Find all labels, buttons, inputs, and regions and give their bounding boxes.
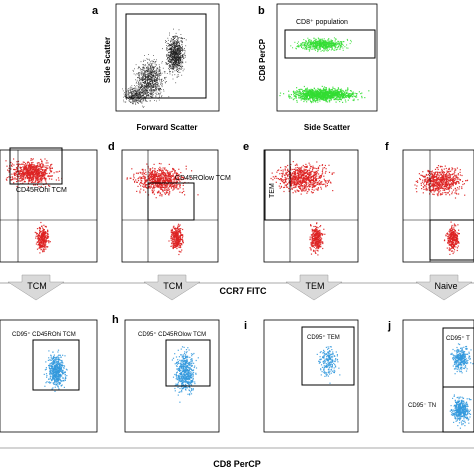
arrow-2 <box>143 274 201 301</box>
panel-i-gate <box>301 326 355 386</box>
panel-h-gate-label: CD95⁺ CD45ROlow TCM <box>138 331 206 338</box>
arrow-4 <box>415 274 473 301</box>
panel-f-gate <box>429 219 474 261</box>
panel-e-frame <box>263 149 359 263</box>
panel-f-scatter <box>414 165 469 255</box>
panel-e-scatter <box>270 161 335 256</box>
panel-e-gate <box>264 149 291 221</box>
panel-i-gate-label: CD95⁺ TEM <box>307 334 340 341</box>
panel-d-frame <box>121 149 219 263</box>
panel-g-gate <box>32 339 80 391</box>
panel-a-ylabel: Side Scatter <box>103 37 112 83</box>
panel-e-gate-label: TEM <box>269 183 276 198</box>
arrow-4-label: Naive <box>434 281 457 291</box>
panel-a-gate <box>125 13 207 99</box>
panel-h-letter: h <box>112 314 119 326</box>
ccr7-axis-label: CCR7 FITC <box>220 286 268 296</box>
panel-h-frame <box>124 319 220 433</box>
panel-a-plot-frame <box>115 3 220 112</box>
arrow-2-label: TCM <box>163 281 183 291</box>
arrow-1-label: TCM <box>27 281 47 291</box>
panel-g-gate-label: CD95⁺ CD45ROhi TCM <box>12 331 76 338</box>
panel-b-xlabel: Side Scatter <box>304 123 350 132</box>
row3-panels: CD95⁺ CD45ROhi TCM h CD95⁺ CD45ROlow TCM… <box>0 314 474 433</box>
panel-b-gate <box>284 29 376 59</box>
panel-d-scatter <box>126 162 199 256</box>
panel-j-scatter <box>449 343 474 429</box>
panel-j-letter: j <box>387 320 391 332</box>
panel-i-scatter <box>316 346 341 384</box>
panel-j-gate-lower <box>442 386 474 433</box>
panel-j-gate-label: CD95⁺ T <box>446 335 470 342</box>
panel-b-plot-frame <box>276 3 378 112</box>
panel-j-frame <box>402 319 474 433</box>
panel-j-gate-label-2: CD95⁻ TN <box>408 403 436 409</box>
panel-b-ylabel: CD8 PerCP <box>258 38 267 81</box>
cd8-percp-axis-label: CD8 PerCP <box>213 459 261 469</box>
panel-b-letter: b <box>258 5 265 17</box>
panel-b-gate-label: CD8⁺ population <box>296 19 348 26</box>
panel-d-letter: d <box>108 141 115 153</box>
panel-i-frame <box>263 319 359 433</box>
arrow-3-label: TEM <box>306 281 325 291</box>
panel-a-xlabel: Forward Scatter <box>137 123 198 132</box>
panel-g-scatter <box>43 349 68 392</box>
panel-f-letter: f <box>385 141 389 153</box>
panel-e-letter: e <box>243 141 249 153</box>
panel-c-frame <box>0 149 98 263</box>
panel-b-scatter <box>279 37 370 104</box>
panel-d-gate <box>147 182 195 221</box>
panel-f-frame <box>402 149 474 263</box>
panel-h-scatter <box>171 346 199 403</box>
arrow-strip: TCM TCM TEM Naive CCR7 FITC <box>0 274 474 301</box>
panel-g-frame <box>0 319 98 433</box>
panel-h-gate <box>165 339 211 387</box>
arrow-3 <box>285 274 343 301</box>
panel-c-gate <box>9 147 63 185</box>
panel-b: b CD8⁺ population Side Scatter CD8 PerCP <box>258 3 378 132</box>
row2-panels: CD45ROhi TCM d CD45ROlow TCM e TEM f <box>0 141 474 263</box>
panel-c-gate-label: CD45ROhi TCM <box>16 187 67 194</box>
panel-a: a Forward Scatter Side Scatter <box>92 3 220 132</box>
panel-a-scatter <box>122 28 187 108</box>
panel-c-scatter <box>5 158 63 254</box>
arrow-1 <box>7 274 65 301</box>
panel-d-gate-label: CD45ROlow TCM <box>175 175 231 182</box>
panel-i-letter: i <box>244 320 247 332</box>
panel-a-letter: a <box>92 5 99 17</box>
